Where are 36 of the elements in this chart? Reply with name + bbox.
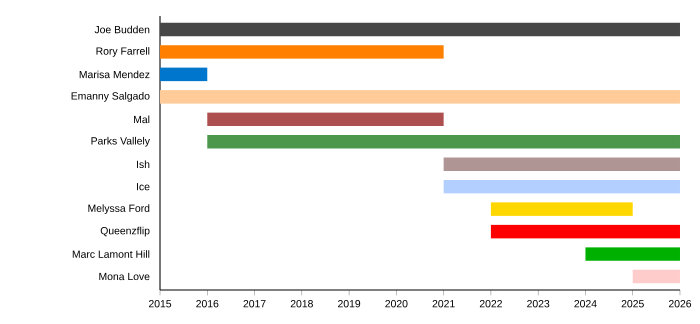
x-tick-label: 2023 [527,300,550,308]
x-tick-label: 2017 [244,300,266,308]
x-tick-label: 2026 [668,300,692,308]
bar [444,157,680,171]
y-tick-label: Marisa Mendez [80,70,150,78]
y-tick-label: Ish [137,160,150,168]
x-tick-label: 2021 [432,300,455,308]
x-tick-label: 2025 [622,300,644,308]
x-tick-label: 2016 [196,300,218,308]
y-tick-label: Melyssa Ford [88,204,150,214]
y-tick-label: Parks Vallely [91,136,150,147]
y-tick-label: Rory Farrell [96,47,150,57]
bar [160,22,680,36]
y-tick-label: Queenzflip [100,226,150,236]
bar [160,90,680,104]
x-tick-label: 2020 [385,300,408,308]
bar [585,247,680,261]
x-tick-label: 2022 [480,300,502,308]
x-tick-label: 2024 [574,300,597,308]
bar [490,202,633,216]
x-tick-label: 2018 [290,300,313,308]
bar [207,135,680,148]
bar [632,270,680,284]
x-tick-label: 2019 [338,300,360,308]
y-tick-label: Emanny Salgado [72,92,150,102]
bar [160,45,444,59]
bar [207,112,444,126]
y-tick-label: Mona Love [99,272,150,280]
y-tick-label: Ice [137,183,150,190]
y-tick-label: Joe Budden [94,26,150,34]
bar [490,224,680,238]
y-tick-label: Mal [134,115,150,124]
y-tick-label: Marc Lamont Hill [72,250,150,258]
bar [160,68,208,82]
x-tick-label: 2015 [148,300,172,308]
bar [444,180,680,194]
